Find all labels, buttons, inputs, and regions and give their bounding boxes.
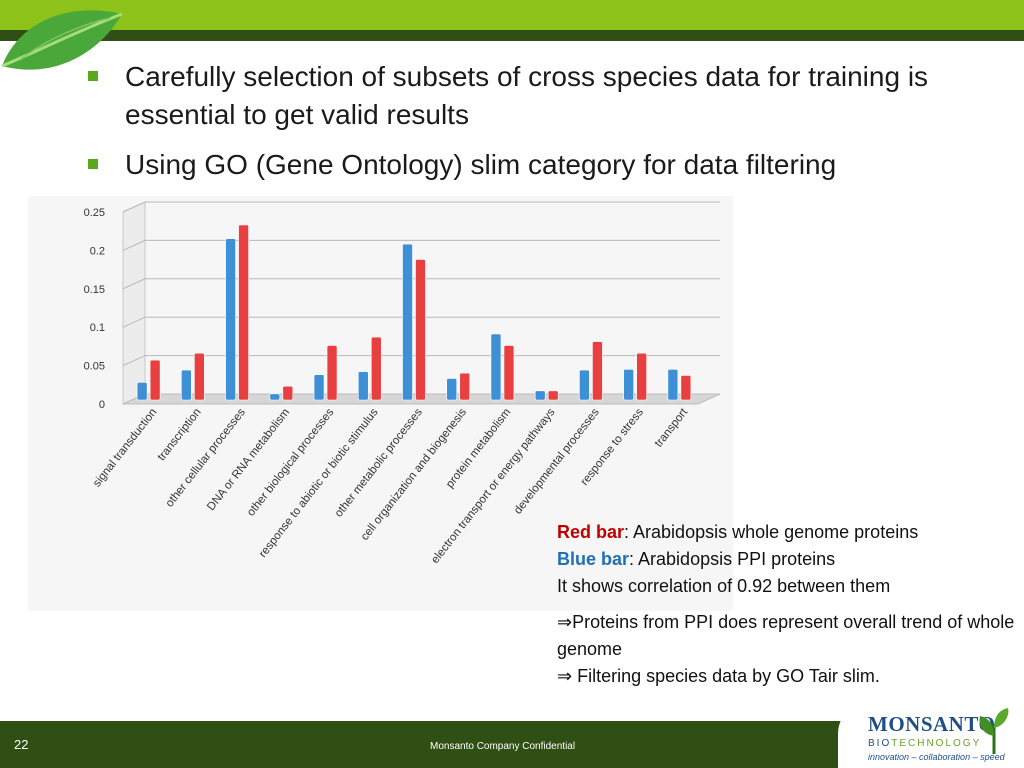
logo-sub-prefix: BIO xyxy=(868,738,892,749)
red-bar xyxy=(680,375,692,401)
bullet-item: Carefully selection of subsets of cross … xyxy=(88,58,1018,134)
blue-bar xyxy=(357,371,369,401)
red-bar xyxy=(238,224,249,401)
confidential-notice: Monsanto Company Confidential xyxy=(430,741,576,752)
bullet-text: Using GO (Gene Ontology) slim category f… xyxy=(125,149,837,180)
blue-bar xyxy=(269,393,281,401)
legend-red-line: Red bar: Arabidopsis whole genome protei… xyxy=(557,519,1022,546)
x-tick-label: transport xyxy=(653,406,691,450)
blue-bar xyxy=(313,374,325,401)
bullet-marker xyxy=(88,71,98,81)
x-tick-label: developmental processes xyxy=(512,406,602,516)
legend-red-text: : Arabidopsis whole genome proteins xyxy=(624,522,919,542)
red-bar xyxy=(326,345,338,401)
blue-bar xyxy=(225,238,236,401)
x-tick-label: DNA or RNA metabolism xyxy=(205,406,292,513)
red-bar xyxy=(547,390,559,401)
blue-bar xyxy=(667,368,679,401)
bullet-item: Using GO (Gene Ontology) slim category f… xyxy=(88,146,1018,184)
blue-bar xyxy=(623,368,634,401)
correlation-text: It shows correlation of 0.92 between the… xyxy=(557,576,891,596)
logo-subtitle: BIOTECHNOLOGY xyxy=(868,738,981,749)
gridline xyxy=(122,316,720,328)
blue-bar xyxy=(181,369,192,401)
x-tick-label: signal transduction xyxy=(91,406,160,489)
red-bar xyxy=(636,352,647,401)
bullet-list: Carefully selection of subsets of cross … xyxy=(88,58,1018,196)
red-bar xyxy=(370,336,382,401)
top-accent-bar xyxy=(0,0,1024,30)
red-bar xyxy=(592,341,603,401)
legend-blue-label: Blue bar xyxy=(557,549,630,569)
legend-blue-text: : Arabidopsis PPI proteins xyxy=(629,549,836,569)
gridline xyxy=(122,239,720,251)
red-bar xyxy=(503,345,515,401)
legend-red-label: Red bar xyxy=(557,522,625,542)
blue-bar xyxy=(402,243,413,401)
blue-bar xyxy=(490,333,502,401)
gridline xyxy=(122,355,720,367)
x-tick-label: other metabolic processes xyxy=(333,406,425,519)
legend-blue-line: Blue bar: Arabidopsis PPI proteins xyxy=(557,546,1022,573)
x-tick-label: other biological processes xyxy=(245,406,336,518)
y-tick-label: 0.05 xyxy=(84,361,105,373)
gridline xyxy=(122,278,720,290)
y-tick-label: 0.2 xyxy=(90,245,105,257)
y-tick-label: 0.25 xyxy=(84,207,105,219)
conclusion-text-1: ⇒Proteins from PPI does represent overal… xyxy=(557,612,1015,659)
blue-bar xyxy=(136,382,148,401)
chart-side-wall xyxy=(122,201,146,405)
x-tick-label: transcription xyxy=(156,406,204,463)
conclusion-text-2: ⇒ Filtering species data by GO Tair slim… xyxy=(557,666,880,686)
top-dark-bar xyxy=(0,30,1024,41)
chart-legend-notes: Red bar: Arabidopsis whole genome protei… xyxy=(557,519,1022,690)
plant-logo-icon xyxy=(979,708,1009,754)
page-number: 22 xyxy=(14,737,29,752)
blue-bar xyxy=(534,390,546,401)
x-tick-label: other cellular processes xyxy=(164,406,248,509)
leaf-icon xyxy=(1,10,123,70)
logo-sub-suffix: TECHNOLOGY xyxy=(891,738,982,749)
bullet-marker xyxy=(88,159,98,169)
logo-tagline: innovation – collaboration – speed xyxy=(868,752,1005,762)
blue-bar xyxy=(579,369,590,401)
go-category-chart: 0 0.05 0.1 0.15 0.2 0.25 signal transduction tr… xyxy=(28,196,733,611)
blue-bar xyxy=(446,378,458,401)
y-tick-label: 0.1 xyxy=(90,322,105,334)
gridline xyxy=(122,201,720,213)
bullet-text: Carefully selection of subsets of cross … xyxy=(125,61,929,130)
y-tick-label: 0 xyxy=(99,399,105,411)
red-bar xyxy=(282,385,294,401)
y-tick-label: 0.15 xyxy=(84,284,105,296)
red-bar xyxy=(149,359,161,401)
logo-name: MONSANTO xyxy=(868,712,996,736)
red-bar xyxy=(194,352,205,401)
red-bar xyxy=(415,259,426,401)
red-bar xyxy=(459,372,471,401)
